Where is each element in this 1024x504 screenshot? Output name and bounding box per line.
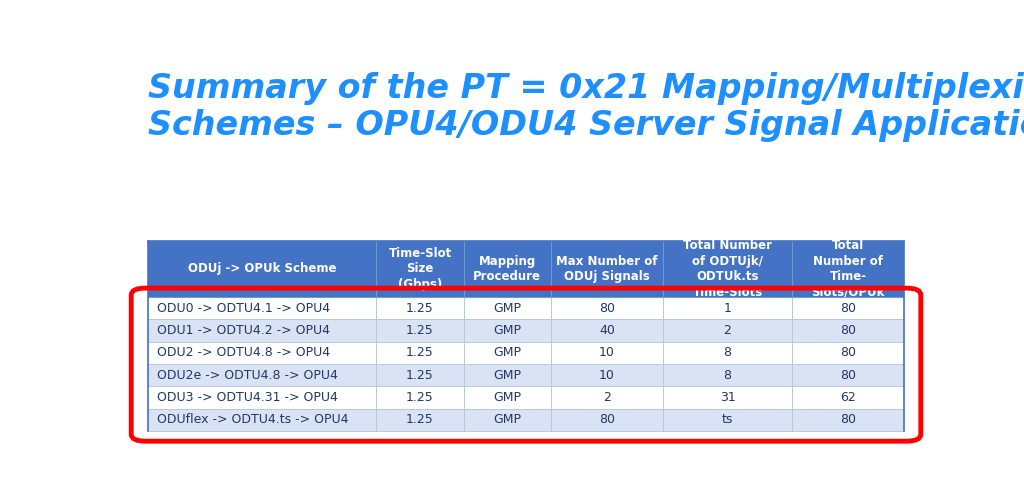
Text: 1.25: 1.25 [407,324,434,337]
Text: 80: 80 [840,346,856,359]
Text: 31: 31 [720,391,735,404]
Text: 80: 80 [840,324,856,337]
Text: 80: 80 [840,369,856,382]
Text: 1.25: 1.25 [407,302,434,314]
Text: 40: 40 [599,324,615,337]
Text: 1.25: 1.25 [407,413,434,426]
Bar [147,387,904,409]
Text: 80: 80 [599,302,615,314]
Text: 1.25: 1.25 [407,346,434,359]
Bar [147,342,904,364]
Text: 80: 80 [599,413,615,426]
Text: ODUflex -> ODTU4.ts -> OPU4: ODUflex -> ODTU4.ts -> OPU4 [158,413,349,426]
Text: 1: 1 [724,302,731,314]
Text: GMP: GMP [494,391,521,404]
Text: ODU2e -> ODTU4.8 -> OPU4: ODU2e -> ODTU4.8 -> OPU4 [158,369,338,382]
Text: GMP: GMP [494,369,521,382]
Text: Mapping
Procedure: Mapping Procedure [473,255,542,283]
Bar [147,364,904,387]
Bar [147,409,904,431]
Text: Summary of the PT = 0x21 Mapping/Multiplexing
Schemes – OPU4/ODU4 Server Signal : Summary of the PT = 0x21 Mapping/Multipl… [147,72,1024,142]
Text: ODU0 -> ODTU4.1 -> OPU4: ODU0 -> ODTU4.1 -> OPU4 [158,302,331,314]
Text: ODU3 -> ODTU4.31 -> OPU4: ODU3 -> ODTU4.31 -> OPU4 [158,391,338,404]
Text: GMP: GMP [494,324,521,337]
Text: 62: 62 [840,391,856,404]
Text: 8: 8 [724,346,731,359]
Bar [147,297,904,320]
Text: GMP: GMP [494,302,521,314]
Text: 10: 10 [599,369,615,382]
Text: ts: ts [722,413,733,426]
Text: 80: 80 [840,413,856,426]
Text: Max Number of
ODUj Signals: Max Number of ODUj Signals [556,255,657,283]
Text: ODUj -> OPUk Scheme: ODUj -> OPUk Scheme [187,263,336,276]
Text: 80: 80 [840,302,856,314]
Text: 2: 2 [724,324,731,337]
Text: Total Number
of ODTUjk/
ODTUk.ts
Time-Slots: Total Number of ODTUjk/ ODTUk.ts Time-Sl… [683,239,772,299]
Text: GMP: GMP [494,346,521,359]
Bar [147,320,904,342]
Text: 10: 10 [599,346,615,359]
Text: 2: 2 [603,391,611,404]
Text: Total
Number of
Time-
Slots/OPUk: Total Number of Time- Slots/OPUk [811,239,885,299]
Text: Time-Slot
Size
(Gbps): Time-Slot Size (Gbps) [388,247,452,291]
Text: 8: 8 [724,369,731,382]
Text: ODU1 -> ODTU4.2 -> OPU4: ODU1 -> ODTU4.2 -> OPU4 [158,324,331,337]
Text: 1.25: 1.25 [407,391,434,404]
Text: ODU2 -> ODTU4.8 -> OPU4: ODU2 -> ODTU4.8 -> OPU4 [158,346,331,359]
Text: 1.25: 1.25 [407,369,434,382]
Text: GMP: GMP [494,413,521,426]
